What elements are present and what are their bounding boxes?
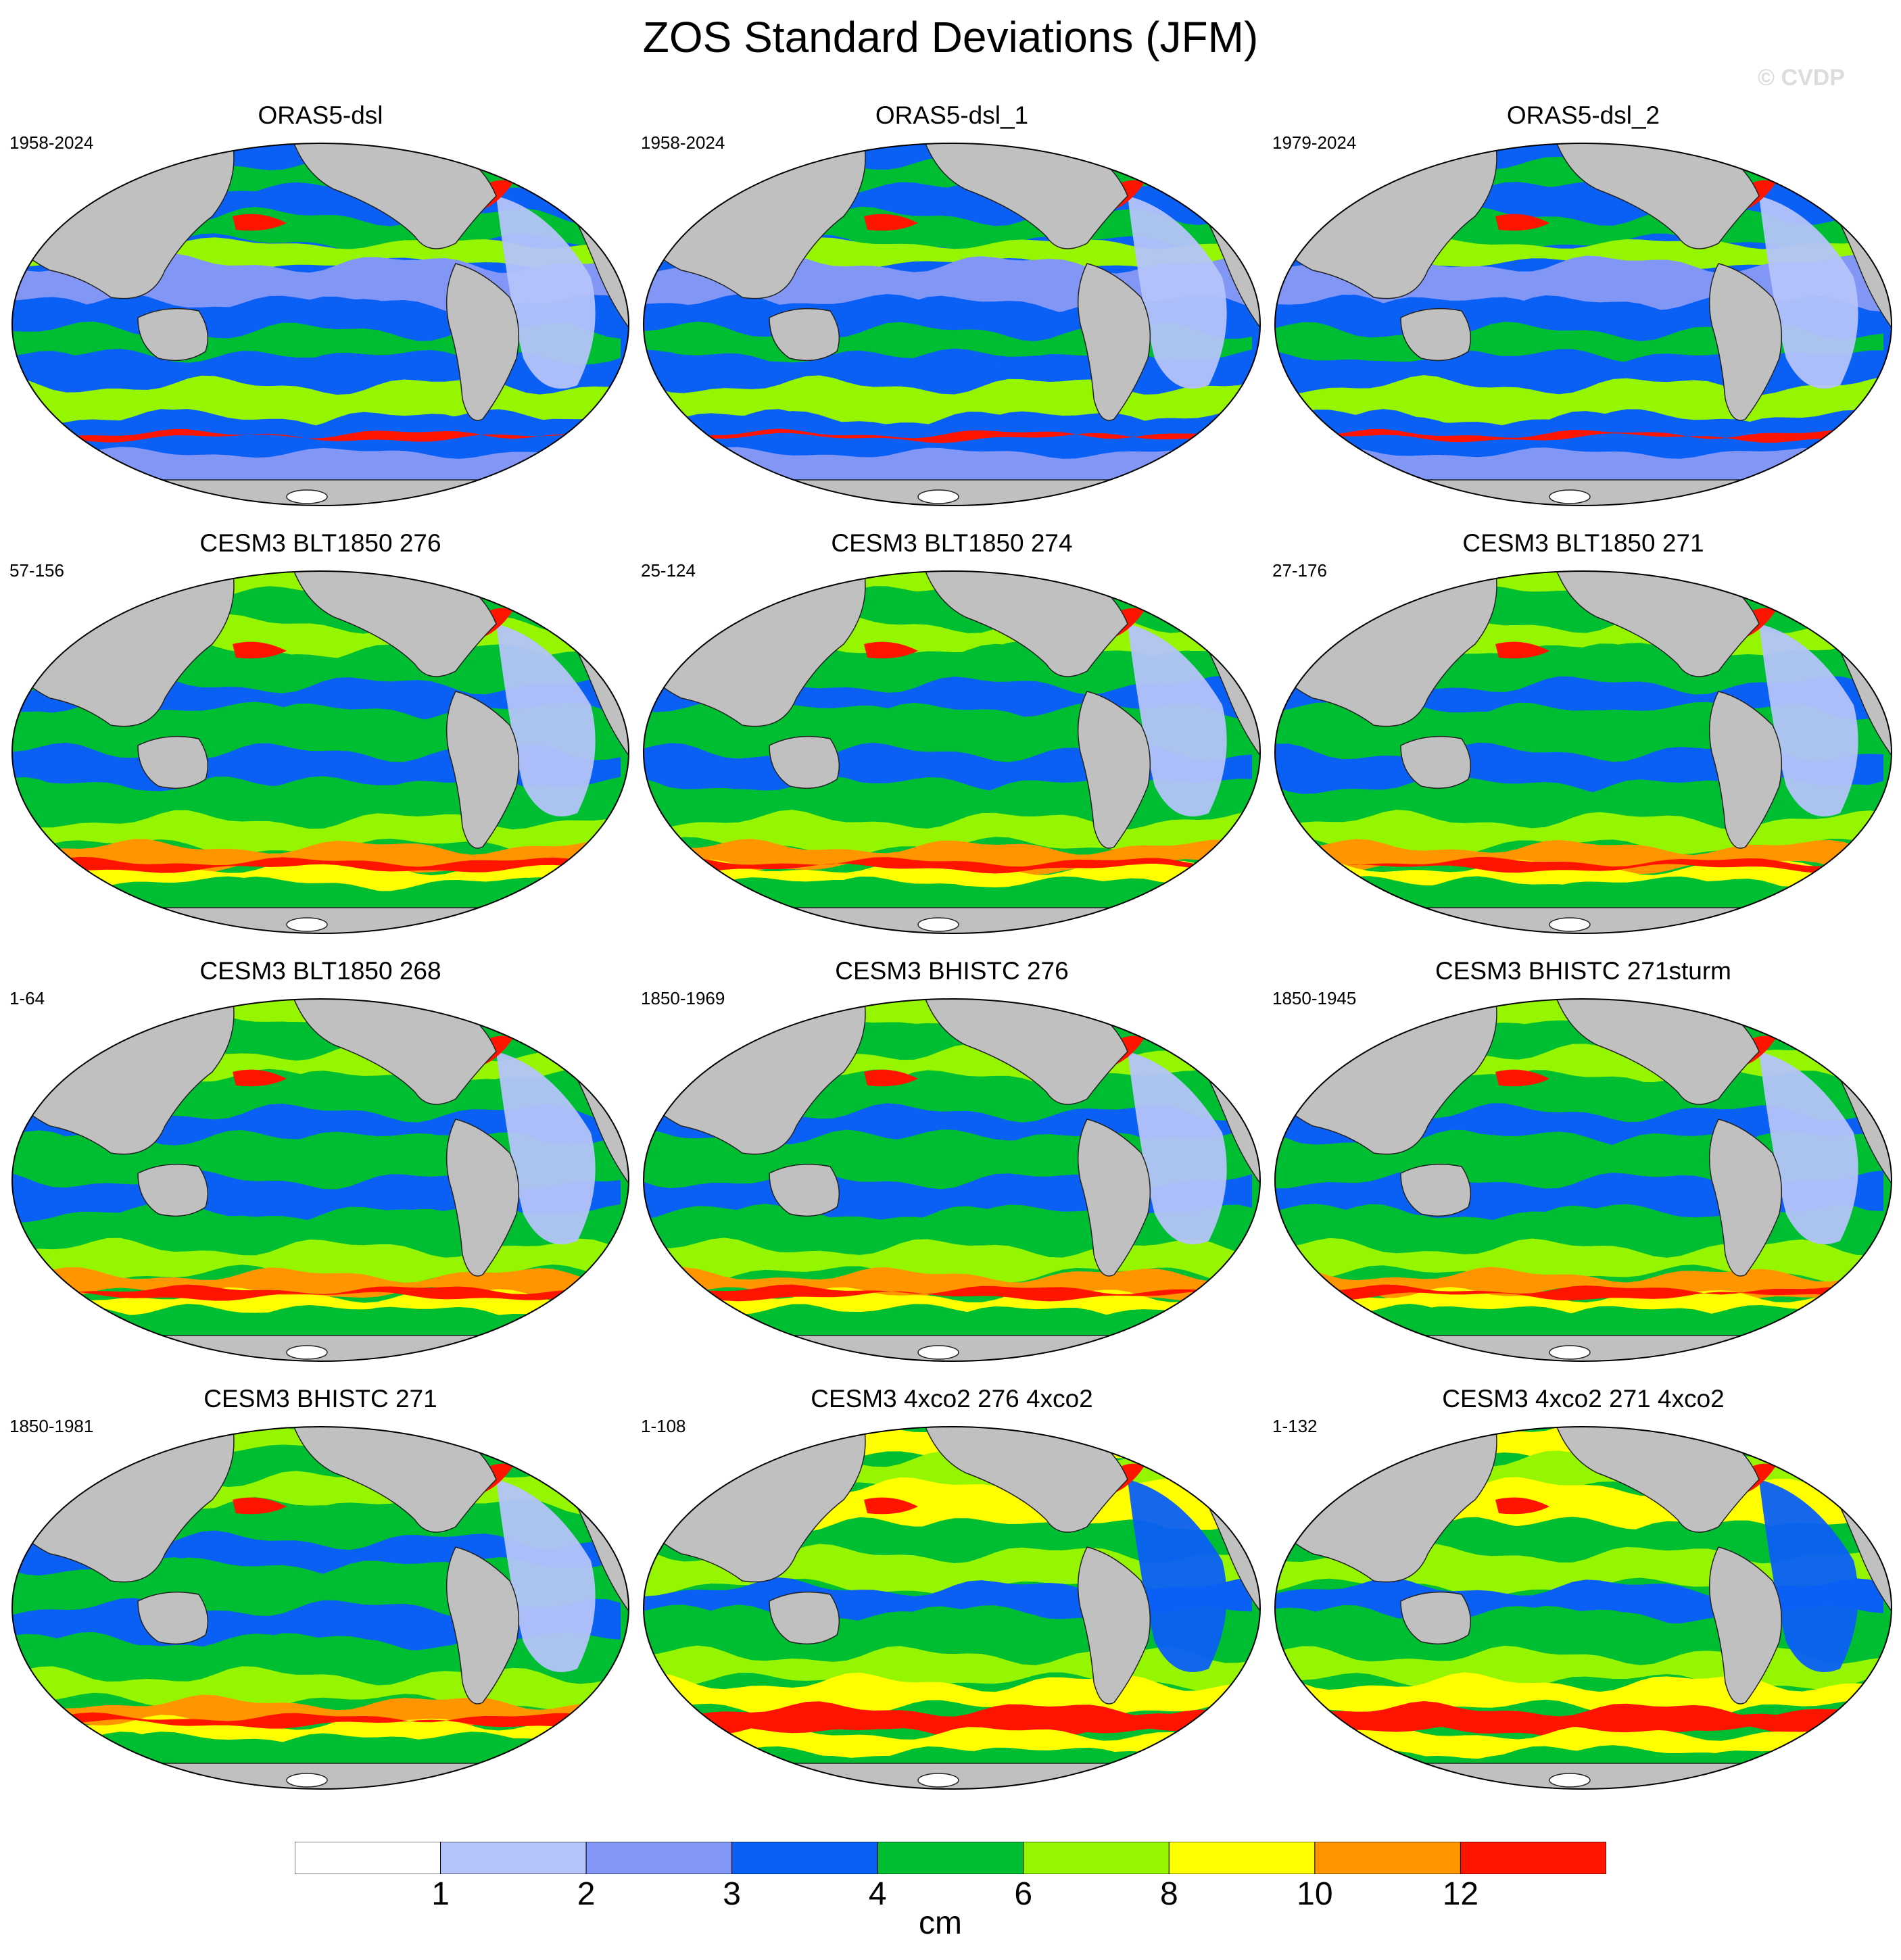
map-panel: CESM3 BHISTC 271sturm 1850-1945 xyxy=(1272,957,1894,1363)
map-panel: CESM3 4xco2 271 4xco2 1-132 xyxy=(1272,1385,1894,1790)
colorbar-swatch xyxy=(1460,1842,1606,1874)
colorbar-tick-label: 3 xyxy=(723,1876,741,1912)
map-panel: CESM3 BHISTC 276 1850-1969 xyxy=(641,957,1263,1363)
map-panel: ORAS5-dsl_2 1979-2024 xyxy=(1272,101,1894,507)
panel-years: 1850-1969 xyxy=(641,988,725,1008)
panel-title: CESM3 BLT1850 268 xyxy=(199,957,441,985)
world-map xyxy=(643,143,1261,506)
colorbar-tick-label: 8 xyxy=(1159,1876,1178,1912)
panel-years: 1958-2024 xyxy=(641,132,725,153)
map-panel: CESM3 BLT1850 276 57-156 xyxy=(9,529,631,935)
panel-years: 1-64 xyxy=(9,988,45,1008)
world-map xyxy=(11,1426,629,1790)
colorbar-swatch xyxy=(1023,1842,1170,1874)
map-panel: CESM3 BLT1850 271 27-176 xyxy=(1272,529,1894,935)
map-panel: ORAS5-dsl_1 1958-2024 xyxy=(641,101,1263,507)
panel-title: ORAS5-dsl_1 xyxy=(875,101,1029,129)
panel-years: 57-156 xyxy=(9,560,64,581)
figure-title: ZOS Standard Deviations (JFM) xyxy=(642,13,1259,62)
world-map xyxy=(1274,1426,1892,1790)
world-map xyxy=(643,1426,1261,1790)
map-panel: CESM3 BLT1850 268 1-64 xyxy=(9,957,631,1363)
panel-years: 25-124 xyxy=(641,560,696,581)
colorbar-swatch xyxy=(295,1842,441,1874)
colorbar-tick-label: 1 xyxy=(431,1876,450,1912)
panel-title: CESM3 BHISTC 276 xyxy=(835,957,1069,985)
world-map xyxy=(1274,998,1892,1362)
world-map xyxy=(11,998,629,1362)
colorbar-tick-label: 2 xyxy=(577,1876,596,1912)
panel-years: 27-176 xyxy=(1272,560,1327,581)
panel-years: 1850-1945 xyxy=(1272,988,1357,1008)
panel-title: CESM3 BHISTC 271sturm xyxy=(1435,957,1731,985)
panel-title: CESM3 BHISTC 271 xyxy=(203,1385,437,1413)
panel-title: CESM3 BLT1850 271 xyxy=(1462,529,1704,557)
world-map xyxy=(643,570,1261,934)
panel-title: CESM3 4xco2 276 4xco2 xyxy=(811,1385,1093,1413)
panel-title: CESM3 BLT1850 276 xyxy=(199,529,441,557)
world-map xyxy=(11,143,629,506)
world-map xyxy=(643,998,1261,1362)
panel-years: 1-108 xyxy=(641,1416,686,1436)
colorbar-tick-label: 10 xyxy=(1297,1876,1333,1912)
world-map xyxy=(11,570,629,934)
colorbar-swatch xyxy=(877,1842,1024,1874)
colorbar-unit: cm xyxy=(919,1905,962,1941)
world-map xyxy=(1274,570,1892,934)
panel-title: ORAS5-dsl xyxy=(258,101,383,129)
map-panel: CESM3 BHISTC 271 1850-1981 xyxy=(9,1385,631,1790)
colorbar-swatch xyxy=(440,1842,587,1874)
world-map xyxy=(1274,143,1892,506)
panel-title: ORAS5-dsl_2 xyxy=(1506,101,1660,129)
colorbar-tick-label: 6 xyxy=(1014,1876,1033,1912)
colorbar-swatch xyxy=(1168,1842,1316,1874)
panel-years: 1850-1981 xyxy=(9,1416,94,1436)
panel-years: 1958-2024 xyxy=(9,132,94,153)
map-panel: CESM3 BLT1850 274 25-124 xyxy=(641,529,1263,935)
panel-title: CESM3 BLT1850 274 xyxy=(831,529,1073,557)
watermark: © CVDP xyxy=(1758,65,1845,91)
colorbar-swatch xyxy=(731,1842,878,1874)
map-panel: ORAS5-dsl 1958-2024 xyxy=(9,101,631,507)
colorbar-tick-label: 12 xyxy=(1442,1876,1479,1912)
colorbar-tick-label: 4 xyxy=(868,1876,887,1912)
panel-years: 1979-2024 xyxy=(1272,132,1357,153)
colorbar xyxy=(295,1842,1606,1874)
panel-title: CESM3 4xco2 271 4xco2 xyxy=(1442,1385,1725,1413)
map-panel: CESM3 4xco2 276 4xco2 1-108 xyxy=(641,1385,1263,1790)
colorbar-swatch xyxy=(1314,1842,1461,1874)
panel-years: 1-132 xyxy=(1272,1416,1318,1436)
colorbar-swatch xyxy=(585,1842,733,1874)
